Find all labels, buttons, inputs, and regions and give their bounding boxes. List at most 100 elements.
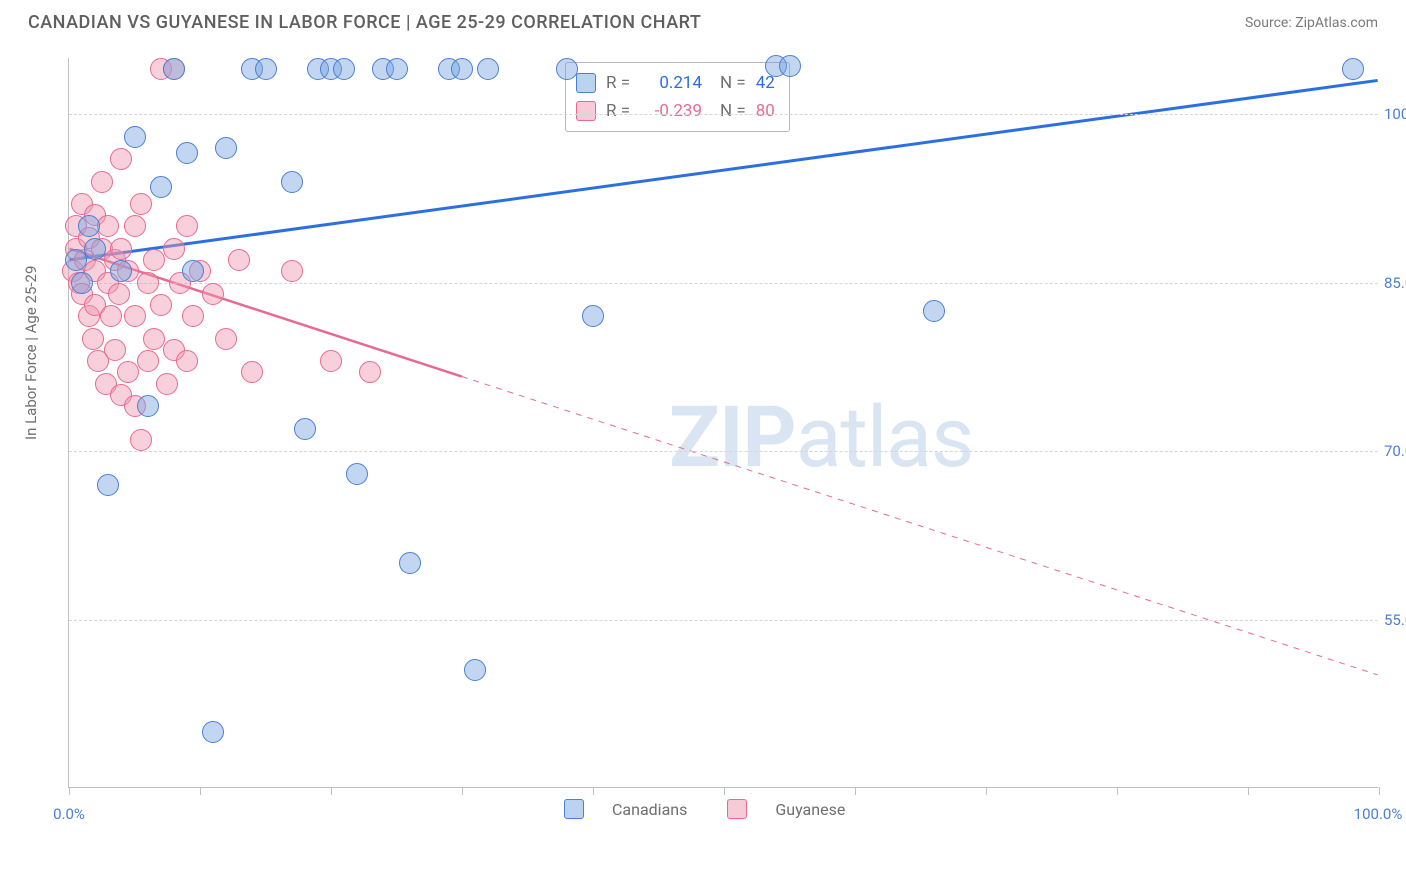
data-point-pink bbox=[241, 361, 263, 383]
data-point-blue bbox=[386, 58, 408, 80]
series-label-guyanese: Guyanese bbox=[775, 800, 845, 819]
watermark-bold: ZIP bbox=[669, 388, 796, 487]
data-point-pink bbox=[359, 361, 381, 383]
swatch-blue-icon bbox=[564, 799, 584, 819]
data-point-pink bbox=[163, 238, 185, 260]
data-point-pink bbox=[104, 339, 126, 361]
r-value-canadians: 0.214 bbox=[640, 73, 702, 93]
r-label: R = bbox=[606, 101, 630, 121]
x-tick bbox=[1379, 787, 1380, 795]
data-point-pink bbox=[228, 249, 250, 271]
data-point-pink bbox=[82, 328, 104, 350]
data-point-blue bbox=[399, 552, 421, 574]
data-point-blue bbox=[215, 137, 237, 159]
scatter-chart: ZIPatlas 0.0% 100.0% R = 0.214 N = 42 R … bbox=[68, 58, 1378, 788]
swatch-blue-icon bbox=[576, 73, 596, 93]
x-tick bbox=[724, 787, 725, 795]
data-point-blue bbox=[582, 305, 604, 327]
y-tick-label: 55.0% bbox=[1384, 611, 1406, 629]
gridline bbox=[69, 283, 1378, 284]
data-point-blue bbox=[1342, 58, 1364, 80]
data-point-pink bbox=[202, 283, 224, 305]
watermark-thin: atlas bbox=[796, 388, 974, 487]
data-point-pink bbox=[117, 361, 139, 383]
data-point-pink bbox=[137, 350, 159, 372]
data-point-blue bbox=[124, 126, 146, 148]
correlation-row-guyanese: R = -0.239 N = 80 bbox=[576, 97, 775, 125]
data-point-blue bbox=[923, 300, 945, 322]
regression-line-dashed bbox=[462, 377, 1378, 675]
gridline bbox=[69, 114, 1378, 115]
data-point-pink bbox=[215, 328, 237, 350]
data-point-blue bbox=[65, 249, 87, 271]
r-label: R = bbox=[606, 73, 630, 93]
x-tick bbox=[986, 787, 987, 795]
data-point-blue bbox=[779, 55, 801, 77]
data-point-blue bbox=[255, 58, 277, 80]
gridline bbox=[69, 451, 1378, 452]
data-point-pink bbox=[143, 249, 165, 271]
data-point-blue bbox=[477, 58, 499, 80]
swatch-pink-icon bbox=[576, 101, 596, 121]
data-point-pink bbox=[110, 148, 132, 170]
data-point-pink bbox=[97, 215, 119, 237]
y-tick-label: 100.0% bbox=[1384, 105, 1406, 123]
x-tick bbox=[331, 787, 332, 795]
series-label-canadians: Canadians bbox=[612, 800, 687, 819]
x-tick bbox=[855, 787, 856, 795]
data-point-blue bbox=[78, 215, 100, 237]
data-point-blue bbox=[163, 58, 185, 80]
data-point-pink bbox=[176, 350, 198, 372]
y-tick-label: 85.0% bbox=[1384, 274, 1406, 292]
data-point-pink bbox=[320, 350, 342, 372]
x-axis-max-label: 100.0% bbox=[1354, 805, 1403, 823]
x-tick bbox=[1117, 787, 1118, 795]
x-tick bbox=[593, 787, 594, 795]
correlation-legend: R = 0.214 N = 42 R = -0.239 N = 80 bbox=[565, 62, 790, 132]
x-axis-min-label: 0.0% bbox=[53, 805, 85, 823]
data-point-blue bbox=[97, 474, 119, 496]
data-point-blue bbox=[346, 463, 368, 485]
data-point-blue bbox=[71, 272, 93, 294]
x-tick bbox=[1248, 787, 1249, 795]
source-attribution: Source: ZipAtlas.com bbox=[1245, 15, 1378, 31]
y-axis-label: In Labor Force | Age 25-29 bbox=[22, 266, 40, 440]
data-point-pink bbox=[91, 171, 113, 193]
data-point-blue bbox=[451, 58, 473, 80]
data-point-pink bbox=[156, 373, 178, 395]
data-point-pink bbox=[130, 193, 152, 215]
data-point-blue bbox=[464, 659, 486, 681]
data-point-pink bbox=[108, 283, 130, 305]
data-point-pink bbox=[182, 305, 204, 327]
data-point-pink bbox=[176, 215, 198, 237]
x-tick bbox=[462, 787, 463, 795]
data-point-blue bbox=[137, 395, 159, 417]
data-point-pink bbox=[143, 328, 165, 350]
data-point-blue bbox=[182, 260, 204, 282]
data-point-blue bbox=[84, 238, 106, 260]
data-point-blue bbox=[202, 721, 224, 743]
n-label: N = bbox=[720, 101, 746, 121]
x-tick bbox=[200, 787, 201, 795]
n-value-guyanese: 80 bbox=[756, 101, 775, 121]
correlation-row-canadians: R = 0.214 N = 42 bbox=[576, 69, 775, 97]
data-point-blue bbox=[150, 176, 172, 198]
data-point-pink bbox=[100, 305, 122, 327]
series-legend: Canadians Guyanese bbox=[564, 799, 845, 819]
n-label: N = bbox=[720, 73, 746, 93]
data-point-pink bbox=[150, 294, 172, 316]
data-point-pink bbox=[130, 429, 152, 451]
r-value-guyanese: -0.239 bbox=[640, 101, 702, 121]
data-point-blue bbox=[110, 260, 132, 282]
x-tick bbox=[69, 787, 70, 795]
data-point-pink bbox=[137, 272, 159, 294]
data-point-blue bbox=[281, 171, 303, 193]
data-point-blue bbox=[556, 58, 578, 80]
data-point-blue bbox=[333, 58, 355, 80]
data-point-blue bbox=[176, 142, 198, 164]
data-point-pink bbox=[124, 305, 146, 327]
regression-lines bbox=[69, 58, 1378, 787]
data-point-blue bbox=[294, 418, 316, 440]
data-point-pink bbox=[281, 260, 303, 282]
data-point-pink bbox=[124, 215, 146, 237]
